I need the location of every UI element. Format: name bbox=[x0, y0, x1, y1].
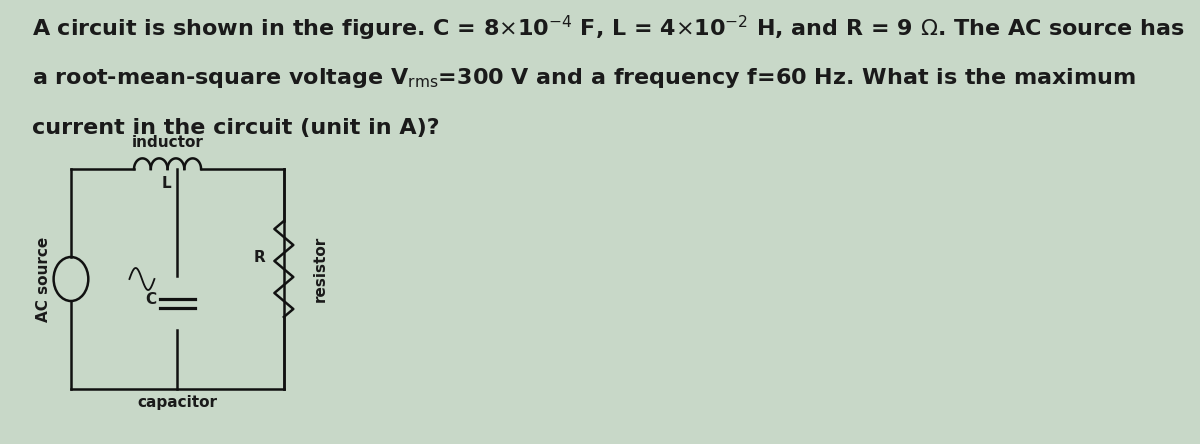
Text: A circuit is shown in the figure. C = 8$\times$10$^{-4}$ F, L = 4$\times$10$^{-2: A circuit is shown in the figure. C = 8$… bbox=[31, 14, 1184, 43]
Text: R: R bbox=[253, 250, 265, 265]
Text: current in the circuit (unit in A)?: current in the circuit (unit in A)? bbox=[31, 118, 439, 138]
Text: capacitor: capacitor bbox=[138, 395, 217, 410]
Text: L: L bbox=[161, 176, 170, 191]
Text: AC source: AC source bbox=[36, 236, 50, 321]
Text: inductor: inductor bbox=[132, 135, 204, 151]
Text: C: C bbox=[145, 292, 156, 306]
Text: a root-mean-square voltage V$_{\rm rms}$=300 V and a frequency f=60 Hz. What is : a root-mean-square voltage V$_{\rm rms}$… bbox=[31, 66, 1135, 90]
Text: resistor: resistor bbox=[313, 236, 328, 302]
